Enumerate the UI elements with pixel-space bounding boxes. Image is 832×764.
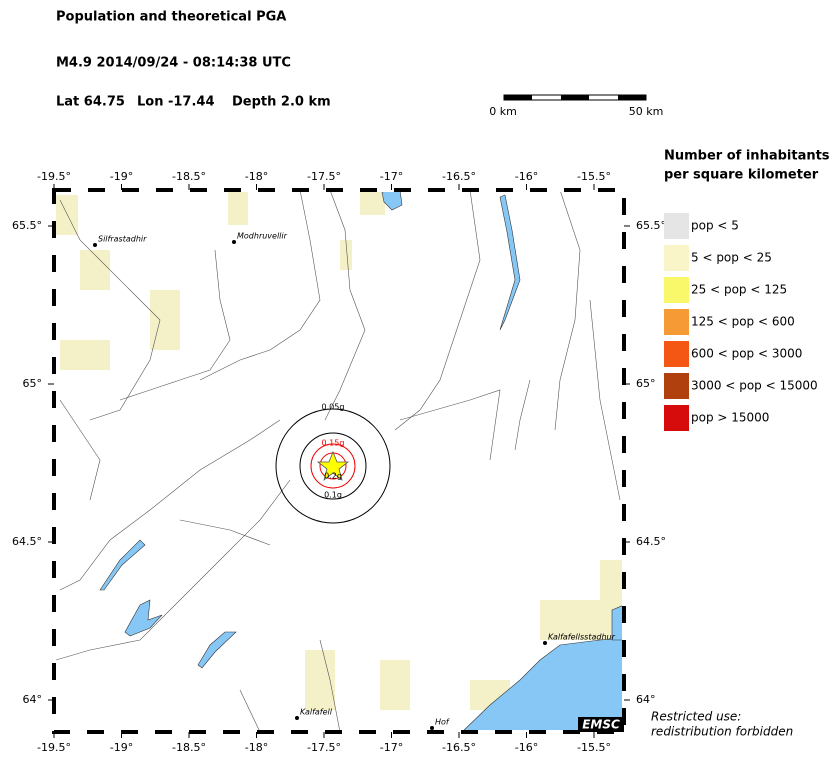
scale-end: 50 km [629,105,664,118]
lon-tick-label: -17.5° [307,170,341,183]
lat-tick-label: 64° [636,693,656,706]
lat: Lat 64.75 [56,95,125,110]
lon-tick-label: -19° [110,741,133,754]
lon-tick-label: -18.5° [172,170,206,183]
legend-swatch [664,309,689,335]
legend-label: 600 < pop < 3000 [691,347,802,361]
map-area [52,188,626,734]
pga-label: 0.1g [324,491,342,500]
place-dot [430,726,434,730]
legend-swatch [664,341,689,367]
legend-title: per square kilometer [664,168,819,183]
pga-circles [275,408,391,524]
sea [461,637,624,732]
lon-tick-label: -18.5° [172,741,206,754]
lon-tick-label: -19° [110,170,133,183]
lon-tick-label: -18° [245,170,268,183]
lon-tick-label: -19.5° [37,741,71,754]
lake [197,631,237,669]
logo-box [578,717,624,732]
legend-label: 25 < pop < 125 [691,283,787,297]
logo: EMSC [582,718,620,732]
place-label: Kalfafellsstadhur [548,633,616,642]
lon-tick-label: -18° [245,741,268,754]
lat-tick-label: 65° [23,377,43,390]
lon-tick-label: -16° [515,170,538,183]
legend-label: pop < 5 [691,219,739,233]
lon-tick-label: -15.5° [577,170,611,183]
lon-tick-label: -17° [380,170,403,183]
lon-tick-label: -16.5° [442,741,476,754]
legend-label: pop > 15000 [691,411,769,425]
legend-swatch [664,373,689,399]
legend-swatch [664,277,689,303]
epicenter [316,450,350,482]
scale-bar [503,94,647,101]
river-wide [99,539,146,591]
legend-swatch [664,213,689,239]
rivers [55,190,621,732]
legend-label: 125 < pop < 600 [691,315,795,329]
lat-tick-label: 64° [23,693,43,706]
sea-north [611,604,624,641]
legend-swatch [664,405,689,431]
lon-tick-label: -19.5° [37,170,71,183]
population [56,190,624,710]
place-label: Hof [435,718,450,727]
river-wide [499,194,521,331]
place-dot [232,240,236,244]
event: M4.9 2014/09/24 - 08:14:38 UTC [56,56,291,71]
place-label: Kalfafell [300,708,333,717]
lat-tick-label: 65.5° [636,219,666,232]
place-label: Silfrastadhir [98,235,147,244]
legend-title: Number of inhabitants [664,149,830,164]
lon-tick-label: -17° [380,741,403,754]
lon-tick-label: -15.5° [577,741,611,754]
pga-label: 0.15g [322,439,345,448]
depth: Depth 2.0 km [232,95,331,110]
lat-tick-label: 65.5° [12,219,42,232]
lon-tick-label: -17.5° [307,741,341,754]
note: redistribution forbidden [651,725,793,739]
note: Restricted use: [651,710,741,724]
legend-label: 3000 < pop < 15000 [691,379,818,393]
place-dot [543,641,547,645]
lat-tick-label: 65° [636,377,656,390]
lon: Lon -17.44 [137,95,215,110]
title: Population and theoretical PGA [56,10,286,25]
lake [124,599,163,637]
place-label: Modhruvellir [237,232,288,241]
scale-start: 0 km [489,105,517,118]
pga-label: 0.2g [324,472,342,481]
legend-swatch [664,245,689,271]
lon-tick-label: -16.5° [442,170,476,183]
place-dot [295,716,299,720]
lon-tick-label: -16° [515,741,538,754]
lat-tick-label: 64.5° [12,535,42,548]
legend-label: 5 < pop < 25 [691,251,772,265]
lat-tick-label: 64.5° [636,535,666,548]
pga-label: 0.05g [322,403,345,412]
place-dot [93,243,97,247]
